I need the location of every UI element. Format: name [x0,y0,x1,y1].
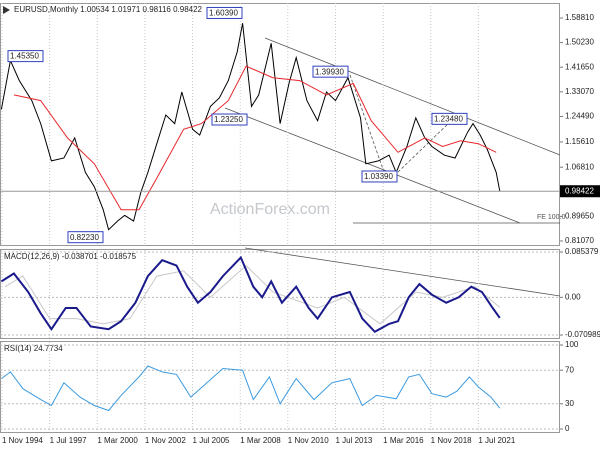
channel-upper [264,37,561,156]
y-tick-label: 1.58810 [565,13,594,22]
panel-title: RSI(14) 24.7734 [4,344,63,353]
x-tick-label: 1 Mar 2008 [240,436,281,445]
x-tick-label: 1 Nov 2010 [288,436,329,445]
price-label-box [67,231,104,244]
y-tick-label: 1.41650 [565,62,594,71]
x-tick-label: 1 Nov 1994 [2,436,43,445]
series-line [4,264,501,325]
x-tick-label: 1 Nov 2002 [145,436,186,445]
channel-lower [224,107,521,224]
y-tick-label: 0.085379 [565,247,599,256]
y-tick-label: 1.50230 [565,38,594,47]
last-price-label: 0.98422 [565,186,594,195]
x-tick-label: 1 Jul 2013 [335,436,372,445]
price-label: 0.82230 [70,233,99,242]
title-icon [3,6,10,14]
x-tick-label: 1 Mar 2000 [97,436,138,445]
y-tick-label: 100 [565,340,579,349]
rsi-panel [0,341,560,433]
price-label: 1.39930 [315,67,344,76]
x-tick-label: 1 Jul 2005 [193,436,230,445]
panel-title: EURUSD,Monthly 1.00534 1.01971 0.98116 0… [14,5,203,14]
price-label-box [312,65,349,78]
price-label-box [361,170,398,183]
y-tick-label: 1.24490 [565,112,594,121]
price-label: 1.45350 [10,52,39,61]
x-tick-label: 1 Nov 2018 [431,436,472,445]
y-tick-label: 30 [565,399,574,408]
price-label-box [211,113,248,126]
price-label: 1.23480 [434,114,463,123]
fe-label: FE 100.0 [537,214,566,221]
y-tick-label: 70 [565,365,574,374]
price-label-box [431,112,468,125]
macd-trend [244,247,561,297]
y-tick-label: 1.06810 [565,162,594,171]
macd-panel [0,249,560,339]
price-label: 1.60390 [209,9,238,18]
dashed-leg [397,121,451,173]
price-label-box [206,6,243,19]
y-tick-label: 0.00 [565,292,581,301]
series-line [0,23,501,231]
price-label-box [7,50,44,63]
price-label: 1.03390 [364,172,393,181]
series-line [1,365,501,412]
y-tick-label: 0 [565,424,570,433]
y-tick-label: 1.33070 [565,87,594,96]
y-tick-label: 0.89650 [565,212,594,221]
y-tick-label: 0.81070 [565,236,594,245]
x-tick-label: 1 Jul 2021 [478,436,515,445]
watermark: ActionForex.com [210,201,330,218]
price-label: 1.23250 [214,115,243,124]
x-tick-label: 1 Jul 1997 [50,436,87,445]
x-tick-label: 1 Mar 2016 [383,436,424,445]
panel-title: MACD(12,26,9) -0.038701 -0.018575 [4,252,137,261]
price-panel [0,3,560,246]
dashed-leg [349,74,386,176]
series-line [13,65,497,211]
series-line [0,255,501,334]
last-price-box [560,185,600,198]
y-tick-label: -0.070989 [565,330,600,339]
y-tick-label: 1.15610 [565,137,594,146]
